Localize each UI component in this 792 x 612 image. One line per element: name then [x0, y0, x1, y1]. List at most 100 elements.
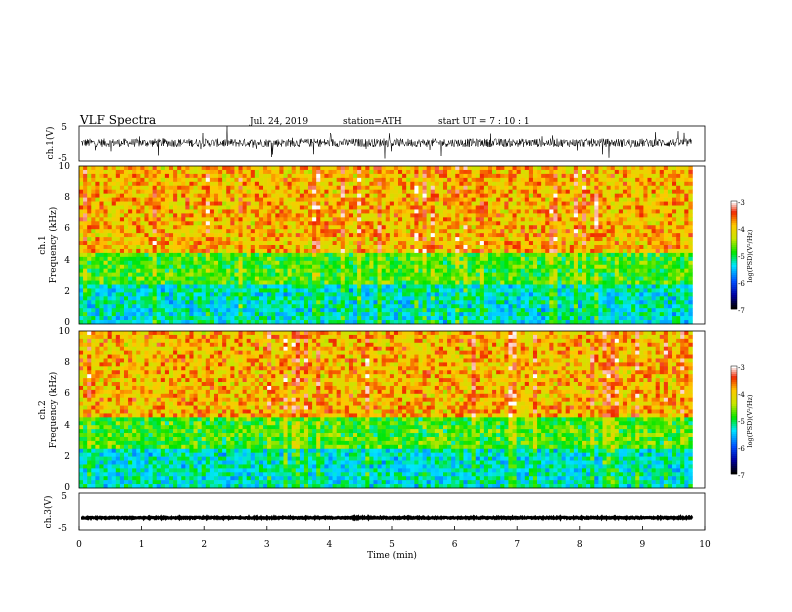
ch1-spectrogram-cell [95, 300, 100, 305]
ch1-spectrogram-cell [213, 181, 219, 187]
ch1-spectrogram-cell [209, 225, 215, 230]
ch1-spectrogram-cell [185, 197, 190, 202]
ch1-spectrogram-cell [459, 296, 464, 301]
ch1-spectrogram-cell [254, 245, 260, 250]
ch1-spectrogram-cell [242, 252, 247, 258]
ch1-spectrogram-cell [312, 252, 317, 258]
ch1-spectrogram-cell [258, 272, 264, 277]
ch1-spectrogram-cell [205, 217, 211, 222]
ch1-spectrogram-cell [271, 225, 276, 230]
ch1-spectrogram-cell [299, 189, 305, 194]
ch1-spectrogram-cell [308, 233, 313, 238]
ch1-spectrogram-cell [205, 225, 211, 230]
ch1-spectrogram-cell [209, 173, 215, 179]
ch1-spectrogram-cell [181, 296, 186, 301]
ch1-spectrogram-cell [148, 229, 153, 234]
ch1-spectrogram-cell [209, 292, 215, 297]
ch1-spectrogram-cell [561, 229, 566, 234]
ch1-spectrogram-cell [132, 225, 137, 230]
ch1-spectrogram-cell [177, 268, 182, 273]
ch1-spectrogram-cell [434, 312, 440, 317]
ch1-spectrogram-cell [512, 264, 517, 269]
ch1-spectrogram-cell [267, 181, 272, 187]
ch1-spectrogram-cell [275, 185, 280, 190]
ch1-spectrogram-cell [389, 213, 395, 218]
ch1-spectrogram-cell [418, 209, 423, 214]
ch1-spectrogram-cell [238, 213, 243, 218]
ch1-spectrogram-cell [312, 177, 317, 183]
ch1-spectrogram-cell [295, 245, 301, 250]
ch1-spectrogram-cell [222, 209, 227, 214]
ch1-spectrogram-cell [189, 185, 194, 190]
ch1-spectrogram-cell [189, 308, 194, 313]
ch1-spectrogram-cell [177, 252, 182, 258]
ch1-spectrogram-cell [205, 268, 211, 273]
ch1-spectrogram-cell [496, 181, 501, 187]
ch1-spectrogram-cell [512, 272, 517, 277]
ch1-spectrogram-cell [103, 288, 108, 293]
ch1-spectrogram-cell [271, 233, 276, 238]
ch1-spectrogram-cell [185, 189, 190, 194]
ch1-spectrogram-cell [532, 284, 538, 289]
ch1-spectrogram-cell [377, 197, 382, 202]
ch1-spectrogram-cell [156, 268, 162, 273]
ch1-spectrogram-cell [226, 256, 231, 262]
ch1-spectrogram-cell [164, 217, 170, 222]
ch1-spectrogram-cell [537, 189, 542, 194]
ch1-spectrogram-cell [238, 185, 243, 190]
ch1-spectrogram-cell [377, 237, 382, 242]
ch1-spectrogram-cell [332, 166, 337, 171]
ch1-spectrogram-cell [438, 276, 444, 281]
ch1-spectrogram-cell [459, 276, 464, 281]
ch1-spectrogram-cell [299, 205, 305, 210]
ch1-spectrogram-cell [520, 292, 526, 297]
ch1-spectrogram-cell [504, 288, 509, 293]
ch1-spectrogram-cell [483, 213, 489, 218]
ch1-spectrogram-cell [119, 197, 125, 202]
ch1-spectrogram-cell [222, 233, 227, 238]
ch1-spectrogram-cell [455, 177, 460, 183]
ch1-spectrogram-cell [348, 237, 354, 242]
ch1-spectrogram-cell [467, 221, 472, 226]
ch1-spectrogram-cell [565, 296, 571, 301]
ch1-spectrogram-cell [459, 225, 464, 230]
ch1-spectrogram-cell [324, 260, 329, 266]
ch1-spectrogram-cell [451, 245, 456, 250]
ch1-spectrogram-cell [504, 308, 509, 313]
ch1-spectrogram-cell [561, 189, 566, 194]
ch1-spectrogram-cell [381, 304, 387, 309]
ch1-spectrogram-cell [385, 260, 391, 266]
ch1-spectrogram-cell [557, 197, 562, 202]
ch1-spectrogram-cell [185, 185, 190, 190]
ch1-spectrogram-cell [328, 193, 333, 198]
ch1-spectrogram-cell [410, 276, 415, 281]
ch1-spectrogram-cell [479, 272, 485, 277]
ch1-spectrogram-cell [246, 264, 252, 269]
ch1-spectrogram-cell [344, 185, 350, 190]
ch1-spectrogram-cell [487, 260, 493, 266]
ch1-spectrogram-cell [258, 248, 264, 254]
ch1-spectrogram-cell [475, 185, 481, 190]
ch1-spectrogram-cell [164, 304, 170, 309]
ch1-spectrogram-cell [185, 292, 190, 297]
ch1-spectrogram-cell [328, 166, 333, 171]
ch1-spectrogram-cell [573, 217, 579, 222]
ch1-spectrogram-cell [410, 288, 415, 293]
ch1-spectrogram-cell [312, 225, 317, 230]
ch1-spectrogram-cell [573, 177, 579, 183]
ch1-spectrogram-cell [295, 316, 301, 321]
ch1-spectrogram-cell [144, 308, 149, 313]
ch1-spectrogram-cell [504, 193, 509, 198]
ch1-spectrogram-cell [520, 280, 526, 285]
ch1-spectrogram-cell [283, 296, 288, 301]
ch1-spectrogram-cell [99, 185, 104, 190]
ch1-spectrogram-cell [422, 304, 427, 309]
ch1-spectrogram-cell [336, 197, 342, 202]
ch1-spectrogram-cell [193, 213, 198, 218]
ch1-spectrogram-cell [111, 268, 117, 273]
ch1-spectrogram-cell [438, 217, 444, 222]
ch1-spectrogram-cell [532, 193, 538, 198]
ch1-spectrogram-cell [303, 173, 309, 179]
ch1-spectrogram-cell [332, 229, 337, 234]
ch1-spectrogram-cell [471, 292, 477, 297]
